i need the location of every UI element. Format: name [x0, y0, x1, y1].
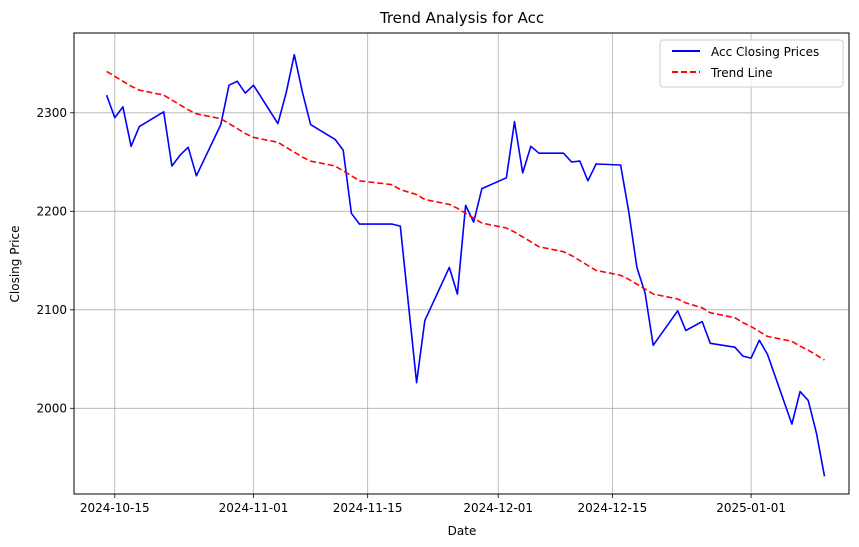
- x-tick-label: 2024-10-15: [80, 501, 150, 515]
- legend-label-trend-line: Trend Line: [710, 66, 773, 80]
- x-axis-ticks: 2024-10-15 2024-11-01 2024-11-15 2024-12-01…: [80, 494, 786, 515]
- y-tick-label: 2200: [36, 204, 67, 218]
- series-group: [105, 53, 826, 477]
- x-tick-label: 2024-12-01: [463, 501, 533, 515]
- x-tick-label: 2024-12-15: [578, 501, 648, 515]
- y-tick-label: 2000: [36, 401, 67, 415]
- x-tick-label: 2025-01-01: [716, 501, 786, 515]
- chart-title: Trend Analysis for Acc: [379, 9, 544, 27]
- y-tick-label: 2100: [36, 303, 67, 317]
- trend-line: [106, 70, 825, 361]
- y-axis-ticks: 2000 2100 2200 2300: [36, 106, 74, 415]
- y-axis-title: Closing Price: [8, 226, 22, 303]
- x-tick-label: 2024-11-15: [333, 501, 403, 515]
- y-tick-label: 2300: [36, 106, 67, 120]
- legend-box: [659, 39, 844, 88]
- closing-prices-line: [105, 53, 826, 477]
- x-tick-label: 2024-11-01: [219, 501, 289, 515]
- plot-area-frame: [73, 32, 850, 495]
- legend: Acc Closing Prices Trend Line: [659, 39, 844, 88]
- grid-lines: [74, 33, 849, 494]
- legend-label-closing-prices: Acc Closing Prices: [711, 45, 819, 59]
- x-axis-title: Date: [448, 524, 477, 538]
